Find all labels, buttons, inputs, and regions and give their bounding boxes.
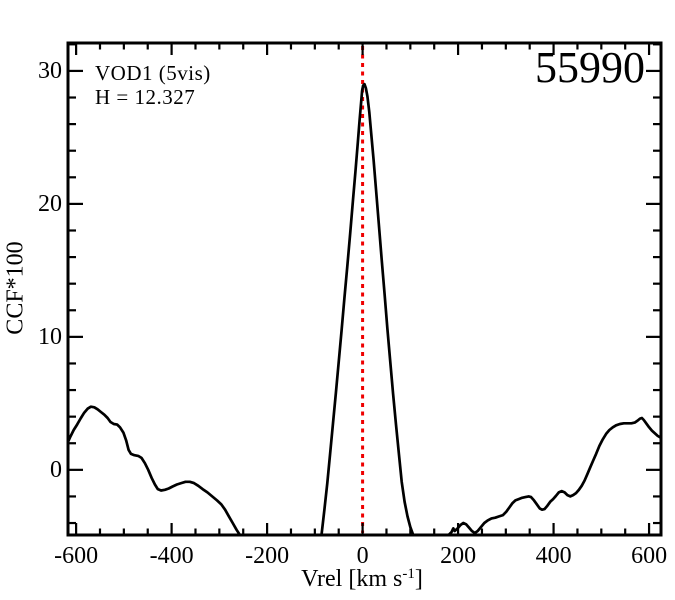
- annotation-h-magnitude: H = 12.327: [95, 85, 196, 109]
- x-axis-title-main: Vrel [km s: [301, 566, 403, 592]
- annotation-object-id: VOD1 (5vis): [95, 61, 211, 85]
- x-axis-title-end: ]: [414, 566, 423, 592]
- y-tick-label: 0: [50, 456, 62, 483]
- x-tick-label: -200: [245, 543, 290, 569]
- plot-frame: [66, 41, 663, 537]
- x-tick-label: -600: [54, 543, 99, 569]
- epoch-label: 55990: [535, 43, 645, 92]
- y-tick-label: 30: [38, 57, 62, 84]
- ccf-curve: [320, 82, 415, 535]
- x-tick-label: -400: [149, 543, 194, 569]
- y-tick-label: 20: [38, 190, 62, 217]
- x-axis-title: Vrel [km s-1]: [301, 566, 423, 593]
- y-tick-label: 10: [38, 323, 62, 350]
- ccf-curve: [68, 405, 242, 535]
- x-tick-label: 400: [535, 543, 572, 569]
- x-axis-title-superscript: -1: [402, 566, 415, 582]
- x-tick-label: 600: [631, 543, 668, 569]
- x-tick-label: 200: [440, 543, 477, 569]
- y-axis-title: CCF*100: [2, 241, 29, 335]
- ccf-curve: [447, 416, 661, 535]
- x-tick-label: 0: [356, 543, 369, 569]
